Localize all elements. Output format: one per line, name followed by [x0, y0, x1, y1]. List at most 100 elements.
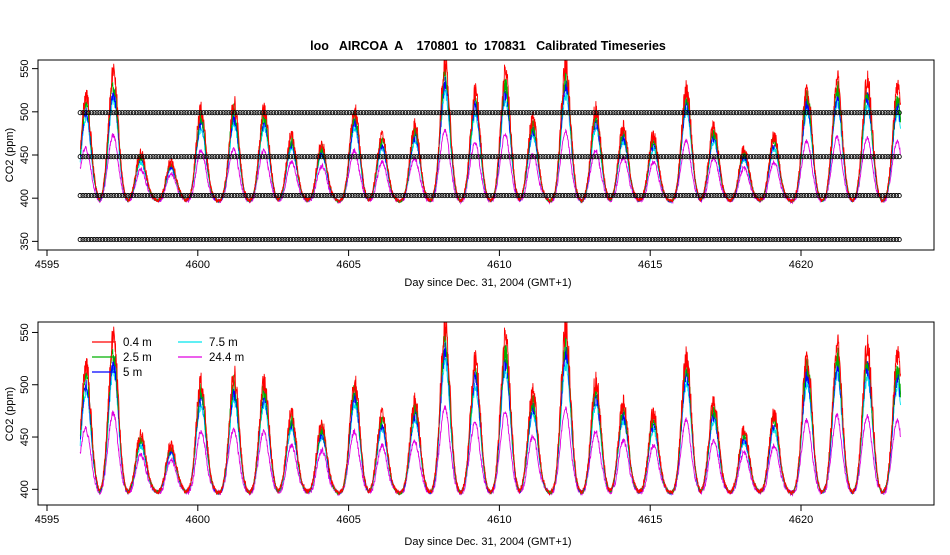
calibration-point [896, 110, 902, 116]
calibration-point [397, 193, 403, 199]
calibration-point [307, 110, 313, 116]
calibration-point [417, 110, 423, 116]
calibration-point [243, 237, 249, 243]
calibration-point [296, 193, 302, 199]
calibration-point [762, 154, 768, 160]
calibration-point [316, 193, 322, 199]
calibration-point [470, 237, 476, 243]
calibration-point [386, 110, 392, 116]
calibration-point [767, 110, 773, 116]
calibration-point [175, 193, 181, 199]
calibration-point [394, 154, 400, 160]
calibration-point [778, 237, 784, 243]
calibration-point [217, 154, 223, 160]
x-tick-label: 4605 [336, 514, 360, 526]
calibration-point [770, 237, 776, 243]
calibration-point [296, 154, 302, 160]
calibration-point [332, 110, 338, 116]
calibration-point [879, 193, 885, 199]
calibration-point [383, 193, 389, 199]
calibration-point [548, 193, 554, 199]
calibration-point [677, 193, 683, 199]
calibration-point [470, 110, 476, 116]
calibration-point [475, 237, 482, 243]
calibration-point [641, 110, 647, 116]
calibration-point [464, 154, 470, 160]
calibration-point [341, 193, 347, 199]
calibration-point [453, 110, 459, 116]
calibration-point [537, 193, 543, 199]
calibration-point [363, 237, 369, 243]
calibration-point [324, 193, 330, 199]
calibration-point [610, 154, 616, 160]
calibration-point [529, 193, 535, 199]
calibration-point [599, 237, 605, 243]
calibration-point [324, 154, 330, 160]
calibration-point [419, 193, 425, 199]
calibration-point [714, 110, 720, 116]
calibration-point [209, 237, 215, 243]
calibration-point [195, 237, 201, 243]
calibration-point [237, 110, 243, 116]
calibration-point [649, 110, 655, 116]
calibration-point [290, 154, 296, 160]
calibration-point [355, 154, 361, 160]
calibration-point [335, 193, 341, 199]
calibration-points [77, 110, 902, 243]
calibration-point [753, 237, 759, 243]
x-tick-label: 4600 [186, 259, 210, 271]
calibration-point [355, 193, 361, 199]
calibration-point [181, 110, 187, 116]
calibration-point [259, 110, 266, 116]
calibration-point [380, 237, 386, 243]
calibration-point [818, 110, 824, 116]
calibration-point [689, 110, 695, 116]
calibration-point [414, 237, 420, 243]
bottom-series-line-2-5-m [79, 326, 901, 496]
calibration-point [613, 193, 619, 199]
calibration-point [652, 154, 658, 160]
calibration-point [341, 154, 347, 160]
calibration-point [226, 154, 232, 160]
calibration-point [234, 154, 240, 160]
calibration-point [464, 193, 470, 199]
calibration-point [607, 237, 613, 243]
calibration-point [759, 193, 765, 199]
top-plot-area [77, 60, 902, 243]
calibration-point [498, 193, 504, 199]
calibration-point [422, 154, 428, 160]
calibration-point [307, 193, 313, 199]
calibration-point [848, 237, 855, 243]
calibration-point [203, 154, 209, 160]
y-tick-label: 550 [19, 323, 31, 341]
calibration-point [459, 110, 465, 116]
calibration-point [753, 193, 759, 199]
calibration-point [815, 110, 821, 116]
calibration-point [860, 193, 866, 199]
calibration-point [133, 193, 139, 199]
calibration-point [136, 110, 142, 116]
calibration-point [579, 237, 585, 243]
calibration-point [703, 193, 709, 199]
calibration-point [560, 237, 566, 243]
calibration-point [223, 110, 229, 116]
calibration-point [192, 110, 198, 116]
calibration-point [414, 154, 420, 160]
calibration-point [206, 154, 212, 160]
calibration-point [616, 193, 622, 199]
calibration-point [848, 193, 855, 199]
calibration-point [717, 154, 723, 160]
calibration-point [88, 237, 94, 243]
calibration-point [725, 193, 731, 199]
calibration-point [857, 193, 863, 199]
calibration-point [610, 237, 616, 243]
calibration-point [467, 193, 473, 199]
calibration-point [366, 193, 372, 199]
calibration-point [459, 237, 465, 243]
calibration-point [683, 154, 689, 160]
calibration-point [192, 237, 198, 243]
calibration-point [739, 110, 745, 116]
calibration-point [212, 154, 218, 160]
calibration-point [344, 237, 350, 243]
calibration-point [733, 193, 740, 199]
